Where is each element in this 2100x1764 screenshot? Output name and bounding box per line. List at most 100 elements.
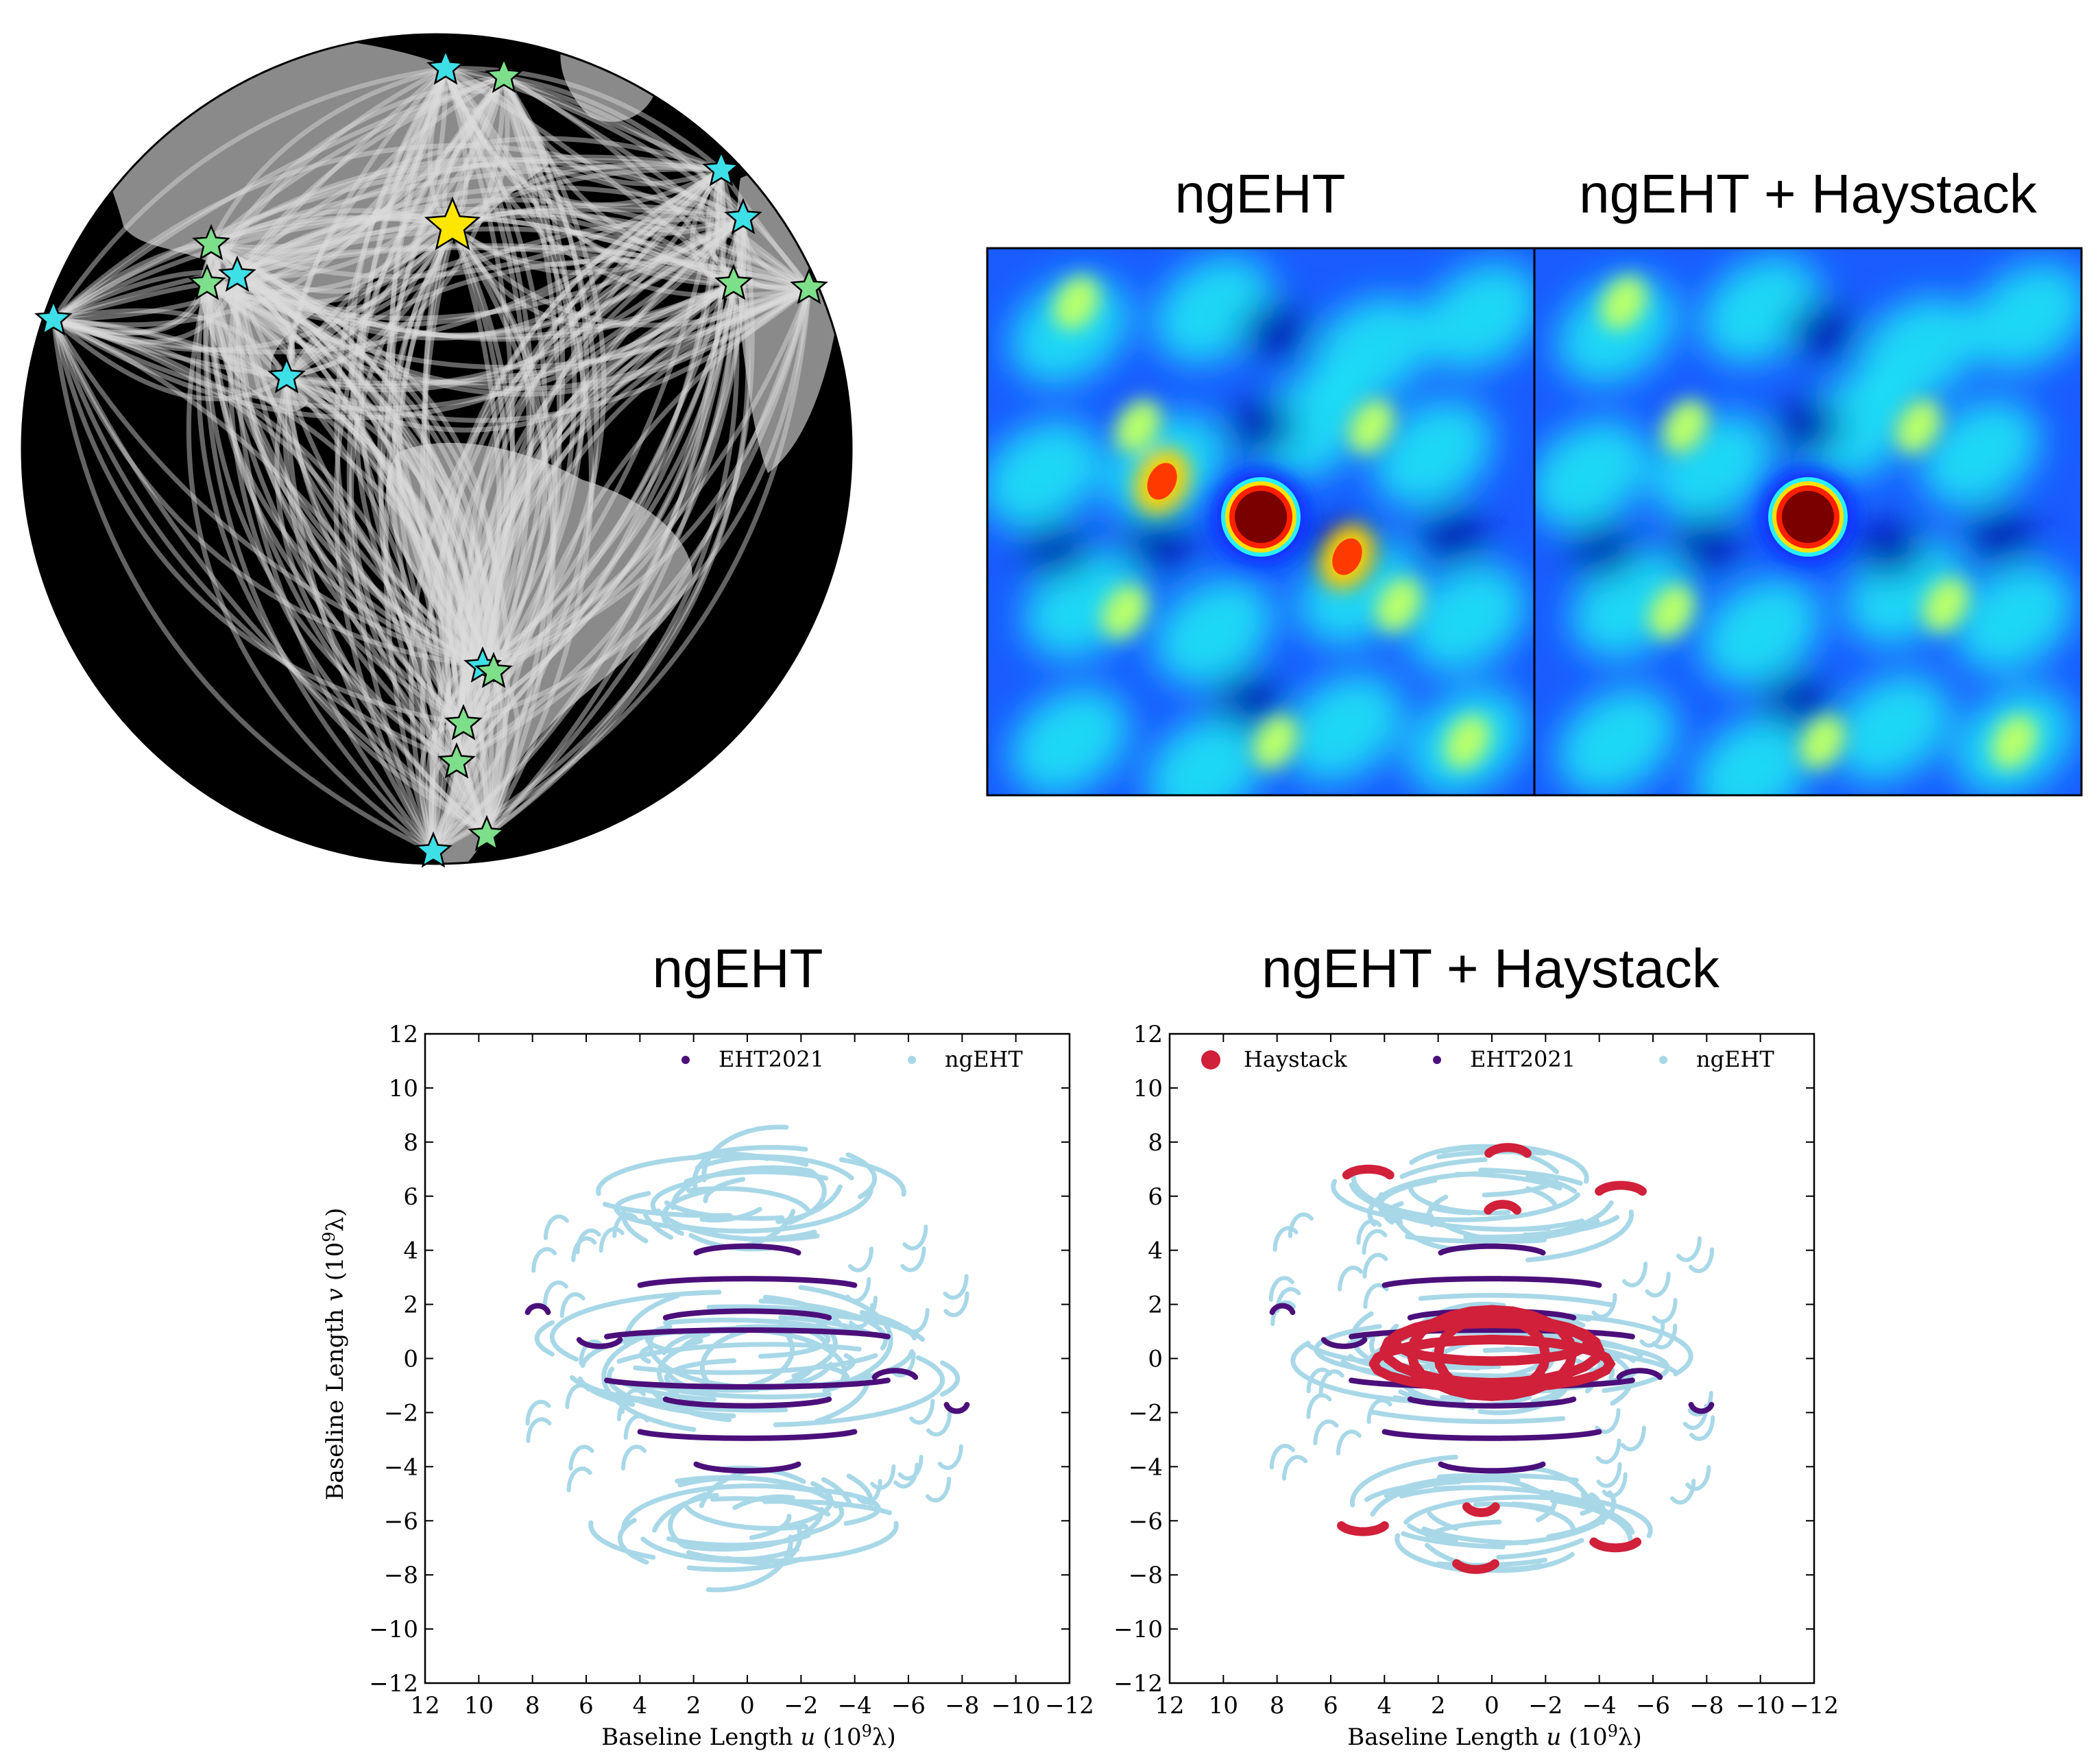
y-tick-label: 0 [1148, 1346, 1163, 1373]
ngeht-track [1318, 1369, 1344, 1395]
y-tick-label: −2 [384, 1399, 418, 1427]
ngeht-track [1622, 1261, 1648, 1288]
baseline-arc [51, 143, 745, 322]
baseline-arc [423, 75, 507, 673]
baseline-arc [210, 241, 485, 667]
baseline-arc [208, 243, 484, 669]
baseline-arc [450, 225, 516, 725]
baseline-arc [53, 317, 459, 763]
ngeht-track [773, 1355, 945, 1427]
x-tick-label: 6 [579, 1692, 594, 1719]
eht2021-track [576, 1337, 623, 1349]
baseline-arc [204, 283, 489, 837]
baseline-arc [481, 169, 724, 668]
uv-right-xlabel: Baseline Length u (109λ) [1347, 1721, 1642, 1751]
baseline-arc [705, 169, 810, 291]
eht2021-track [1407, 1397, 1577, 1409]
baseline-arc [51, 318, 494, 675]
legend-marker [1659, 1056, 1667, 1064]
baseline-arc [210, 241, 472, 725]
uv-left-xlabel: Baseline Length u (109λ) [601, 1721, 896, 1751]
ngeht-track [668, 1492, 708, 1548]
ngeht-track [1525, 1209, 1634, 1263]
baseline-arc [286, 169, 724, 393]
baseline-arc [503, 74, 736, 285]
ngeht-track [525, 1399, 551, 1426]
baseline-arc [236, 225, 455, 312]
baseline-arc [480, 281, 735, 667]
image-blob [1101, 584, 1148, 639]
x-tick-label: 4 [1377, 1692, 1392, 1719]
baseline-arc [274, 376, 458, 764]
baseline-arc [206, 206, 735, 287]
baseline-arc [501, 75, 723, 186]
baseline-arc [285, 68, 448, 380]
baseline-arc [209, 242, 452, 852]
baseline-arc [491, 285, 810, 673]
haystack-track [1484, 1200, 1522, 1215]
image-blob [1153, 577, 1274, 687]
baseline-arc [228, 275, 489, 837]
ngeht-track [1566, 1313, 1693, 1377]
x-tick-label: 4 [633, 1692, 648, 1719]
baseline-arc [237, 68, 448, 278]
eht2021-track [1438, 1243, 1546, 1256]
eht2021-track [943, 1401, 970, 1414]
image-blob [1600, 276, 1647, 330]
haystack-star-icon [424, 196, 481, 251]
image-blob [1831, 673, 1951, 783]
image-blob [1857, 522, 1925, 577]
ngeht-track [1351, 1167, 1434, 1219]
baseline-arc [53, 68, 448, 328]
x-tick-label: −6 [891, 1692, 926, 1719]
y-tick-label: 4 [403, 1237, 418, 1265]
telescope-star-icon [188, 263, 226, 300]
eht2021-track [1269, 1303, 1296, 1316]
ngeht-track [1405, 1218, 1600, 1244]
baseline-arc [479, 216, 745, 836]
image-blob [1693, 714, 1814, 795]
baseline-arc [285, 215, 744, 379]
x-tick-label: 12 [1155, 1692, 1184, 1719]
ngeht-track [904, 1307, 930, 1334]
ngeht-track [642, 1212, 674, 1240]
baseline-arc [422, 225, 485, 668]
baseline-arc [444, 67, 736, 286]
baseline-arc [51, 66, 446, 321]
baseline-arc [284, 74, 505, 378]
baseline-arc [503, 74, 745, 220]
ngeht-track [1473, 1501, 1576, 1534]
image-blob [1700, 577, 1821, 687]
ngeht-track [1370, 1479, 1462, 1517]
y-tick-label: 12 [389, 1021, 418, 1048]
ngeht-track [1505, 1328, 1634, 1406]
central-source-core [1782, 491, 1834, 543]
ngeht-track [679, 1331, 711, 1352]
baseline-arc [389, 75, 506, 668]
eht2021-track [604, 1377, 891, 1390]
baseline-arc [206, 281, 466, 763]
y-tick-label: −4 [384, 1453, 418, 1481]
baseline-arc [444, 67, 586, 673]
image-blob [1569, 522, 1637, 577]
ngeht-track [1290, 1340, 1418, 1404]
ngeht-track [1689, 1415, 1715, 1441]
ngeht-track [705, 1534, 793, 1593]
baseline-arc [284, 376, 435, 853]
eht2021-track [1320, 1337, 1368, 1349]
baseline-arc [206, 68, 448, 287]
baseline-arc [210, 242, 735, 342]
eht2021-track [1616, 1368, 1663, 1380]
x-tick-label: −2 [784, 1692, 818, 1719]
ngeht-track [559, 1292, 586, 1318]
baseline-arc [349, 224, 459, 764]
baseline-arc [461, 75, 607, 726]
ngeht-track [1595, 1438, 1621, 1464]
baseline-arc [333, 75, 506, 853]
baseline-arc [285, 374, 496, 673]
ngeht-track [1652, 1298, 1678, 1324]
ngeht-track [1510, 1501, 1556, 1512]
baseline-arc [334, 67, 489, 837]
ngeht-track [939, 1360, 961, 1397]
baseline-arc [236, 274, 468, 725]
